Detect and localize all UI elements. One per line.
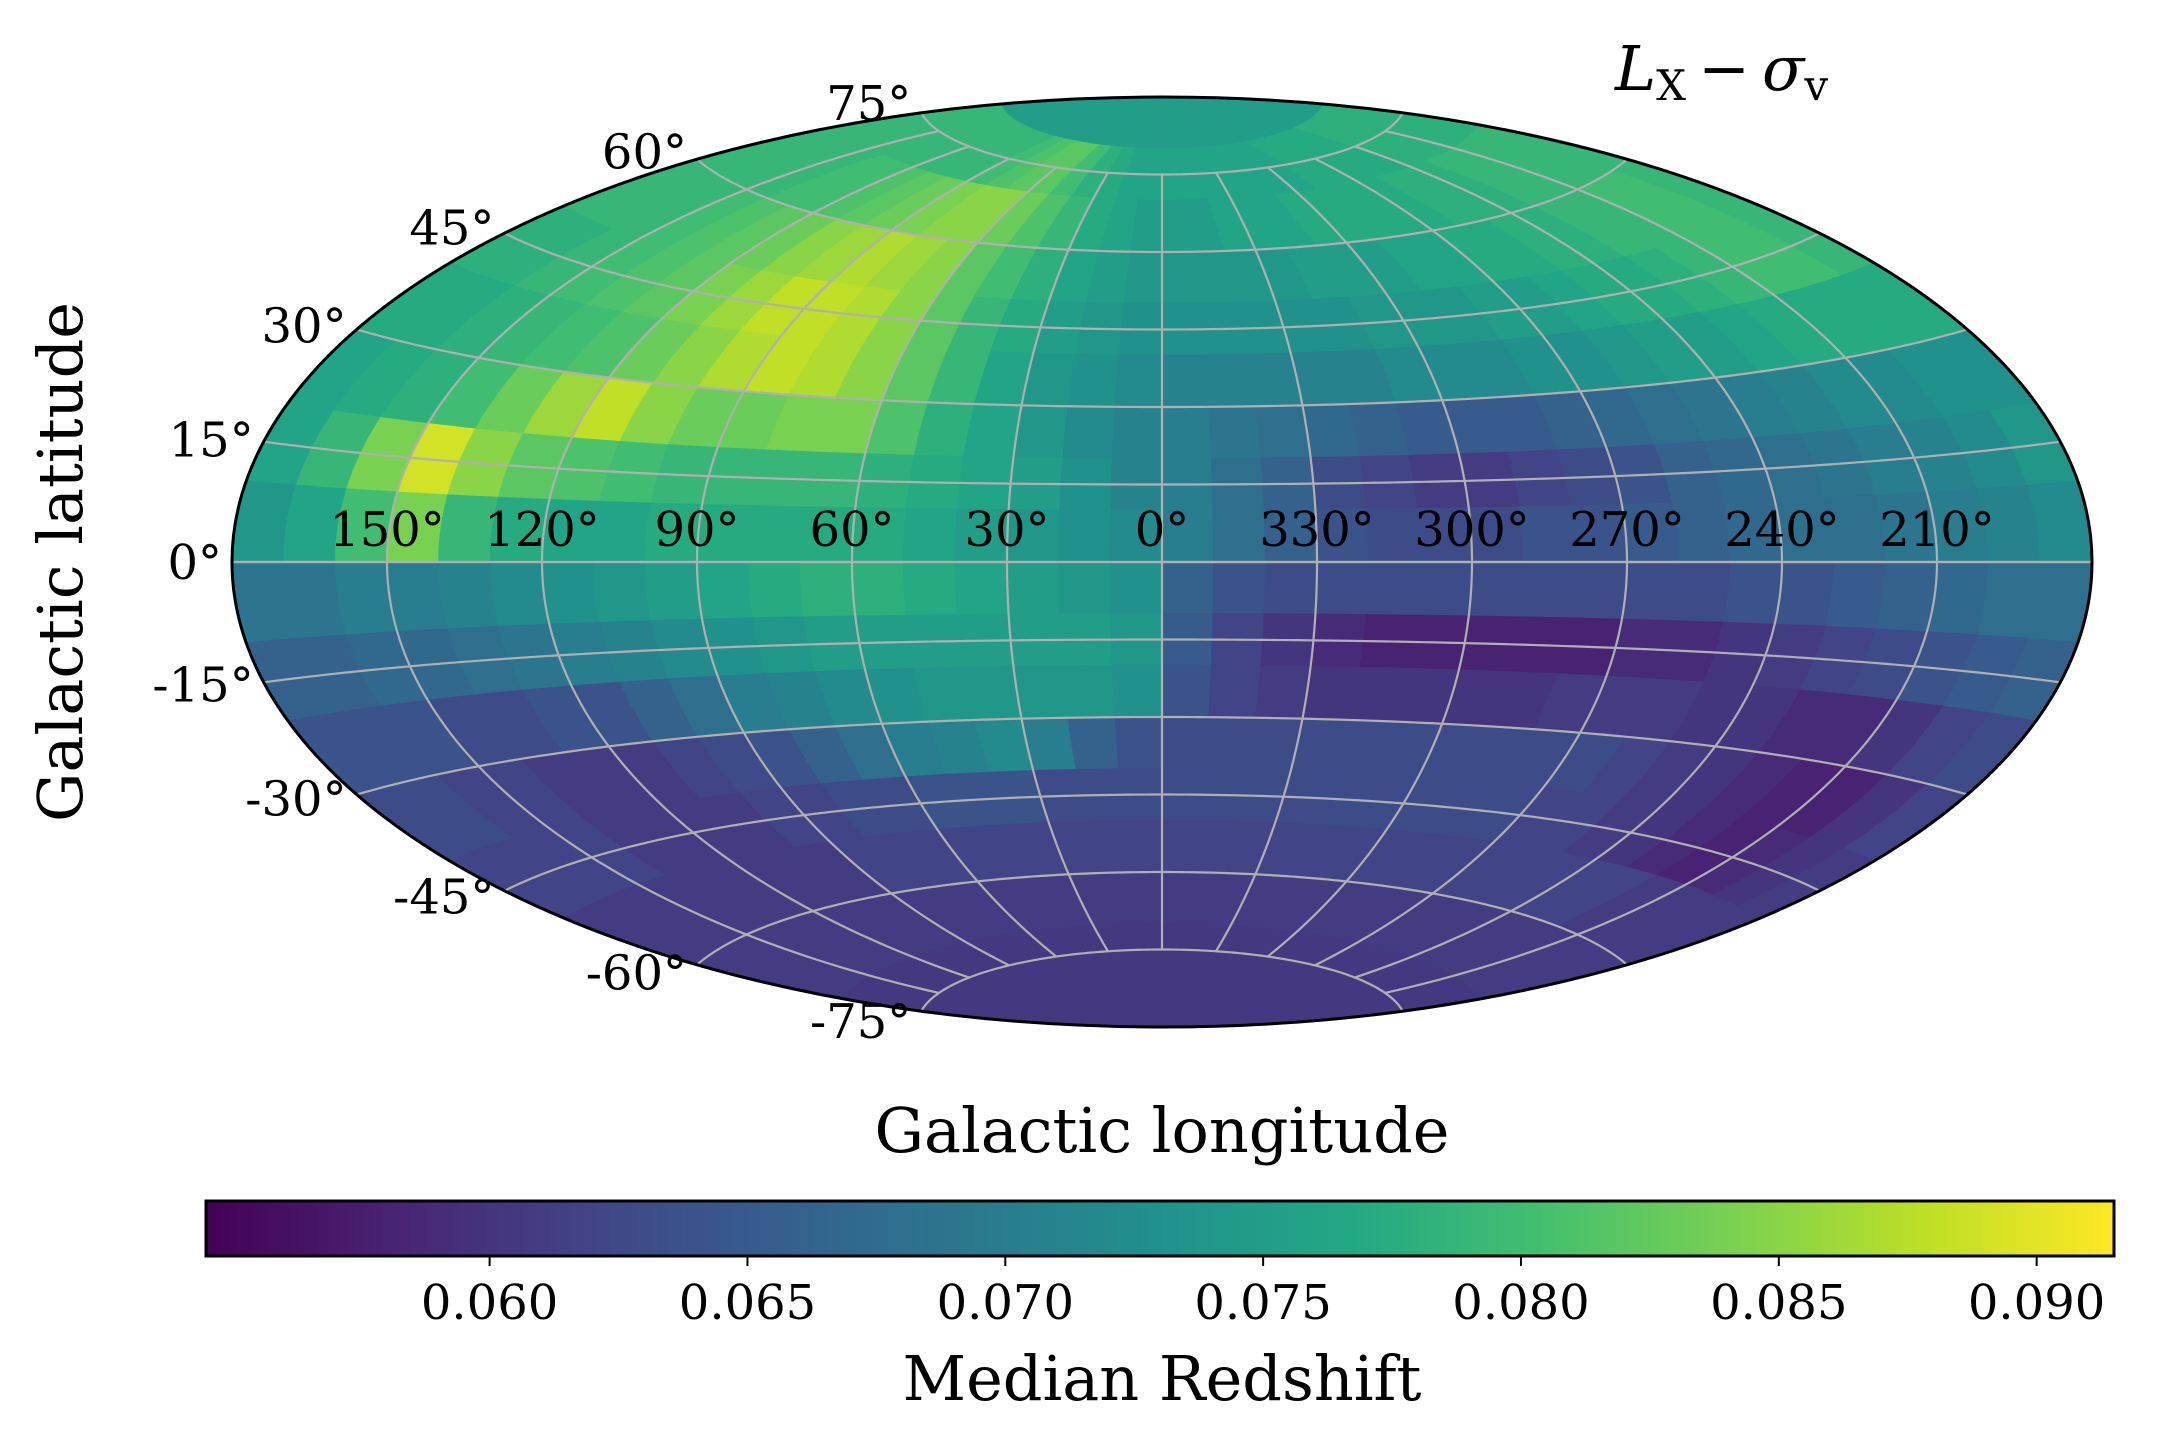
map-cell: [1161, 406, 1213, 460]
map-cell: [1161, 716, 1210, 770]
map-cell: [851, 561, 908, 617]
map-cell: [963, 403, 1023, 459]
longitude-tick-label: 300°: [1414, 502, 1530, 558]
map-cell: [1062, 405, 1116, 460]
map-cell: [1875, 561, 1938, 633]
map-cell: [1114, 716, 1163, 770]
longitude-tick-label: 330°: [1259, 502, 1375, 558]
map-cell: [1204, 716, 1257, 771]
map-cell: [748, 505, 805, 563]
map-cell: [1161, 664, 1213, 718]
map-cell: [1722, 561, 1783, 626]
latitude-tick-label: -45°: [393, 870, 494, 926]
longitude-tick-label: 60°: [809, 502, 894, 558]
map-cell: [963, 665, 1023, 721]
map-cell: [1067, 716, 1120, 771]
colorbar-ticks: 0.060 0.065 0.070 0.075 0.080 0.085 0.090: [421, 1256, 2105, 1331]
map-cell: [1123, 819, 1163, 873]
map-cell: [1204, 353, 1257, 408]
latitude-tick-label: 45°: [409, 200, 494, 256]
map-cell: [1012, 665, 1069, 720]
map-cell: [1621, 561, 1680, 622]
map-cell: [1161, 354, 1210, 408]
map-boundary: [230, 95, 2094, 1029]
map-cell: [1314, 561, 1370, 616]
map-cell: [1365, 561, 1421, 616]
map-cell: [1062, 664, 1116, 719]
map-cell: [1058, 509, 1112, 563]
latitude-tick-label: 15°: [169, 413, 254, 469]
map-cell: [1255, 404, 1312, 459]
longitude-tick-label: 30°: [964, 502, 1049, 558]
longitude-tick-label: 120°: [484, 502, 600, 558]
longitude-tick-label: 240°: [1724, 502, 1840, 558]
map-cell: [1212, 561, 1266, 615]
map-cell: [1255, 665, 1312, 720]
longitude-tick-label: 150°: [329, 502, 445, 558]
map-cell: [593, 561, 652, 624]
latitude-tick-label: -30°: [245, 771, 346, 827]
map-cell: [1006, 561, 1061, 615]
map-cell: [1114, 354, 1163, 408]
colorbar-tick-label: 0.090: [1968, 1275, 2105, 1331]
map-cell: [748, 561, 805, 619]
map-cell: [954, 561, 1010, 616]
map-cell: [1111, 664, 1163, 718]
longitude-tick-label: 0°: [1135, 502, 1190, 558]
map-cell: [1824, 561, 1886, 630]
map-cell: [1161, 561, 1215, 615]
map-cell: [1263, 561, 1318, 615]
chart-title: LX − σv: [1614, 32, 1828, 110]
map-cell: [1067, 353, 1120, 408]
map-cell: [1672, 561, 1731, 624]
colorbar-tick-label: 0.080: [1452, 1275, 1589, 1331]
longitude-tick-labels: 150° 120° 90° 60° 30° 0° 330° 300° 270° 240° 210°: [329, 502, 1995, 558]
latitude-tick-label: -60°: [586, 946, 687, 1002]
latitude-tick-label: 75°: [826, 76, 911, 132]
map-cell: [1058, 561, 1112, 615]
map-cell: [903, 508, 959, 563]
map-cell: [1212, 509, 1266, 563]
latitude-tick-label: 0°: [167, 535, 222, 591]
map-cell: [696, 561, 754, 620]
colorbar-tick-label: 0.085: [1710, 1275, 1847, 1331]
map-cell: [1208, 664, 1262, 719]
colorbar-tick-label: 0.075: [1194, 1275, 1331, 1331]
map-cell: [1416, 561, 1473, 617]
map-cells: [232, 97, 2092, 1027]
colorbar-label: Median Redshift: [903, 1342, 1422, 1415]
longitude-tick-label: 90°: [654, 502, 739, 558]
colorbar-tick-label: 0.070: [937, 1275, 1074, 1331]
map-cell: [799, 561, 856, 618]
latitude-tick-label: -75°: [810, 994, 911, 1050]
map-cell: [1519, 561, 1576, 619]
latitude-tick-label: 30°: [262, 299, 347, 355]
map-cell: [903, 561, 959, 616]
map-cell: [593, 500, 652, 563]
latitude-tick-label: -15°: [152, 657, 253, 713]
map-cell: [1012, 404, 1069, 459]
map-cell: [541, 561, 602, 626]
y-axis-label: Galactic latitude: [24, 302, 97, 822]
map-cell: [1208, 405, 1262, 460]
colorbar: [204, 1199, 2116, 1258]
map-cell: [1570, 561, 1628, 620]
latitude-tick-labels: 75° 60° 45° 30° 15° 0° -15° -30° -45° -60° -75°: [152, 76, 911, 1050]
map-cell: [438, 561, 500, 630]
map-cell: [1111, 406, 1163, 460]
x-axis-label: Galactic longitude: [874, 1094, 1449, 1167]
colorbar-tick-label: 0.065: [679, 1275, 816, 1331]
map-cell: [1109, 561, 1163, 615]
longitude-tick-label: 270°: [1569, 502, 1685, 558]
map-cell: [644, 561, 703, 622]
map-cell: [1773, 561, 1835, 628]
map-cell: [1123, 251, 1163, 305]
latitude-tick-label: 60°: [602, 125, 687, 181]
longitude-tick-label: 210°: [1879, 502, 1995, 558]
map-cell: [1468, 561, 1525, 618]
map-cell: [489, 561, 551, 628]
colorbar-tick-label: 0.060: [421, 1275, 558, 1331]
